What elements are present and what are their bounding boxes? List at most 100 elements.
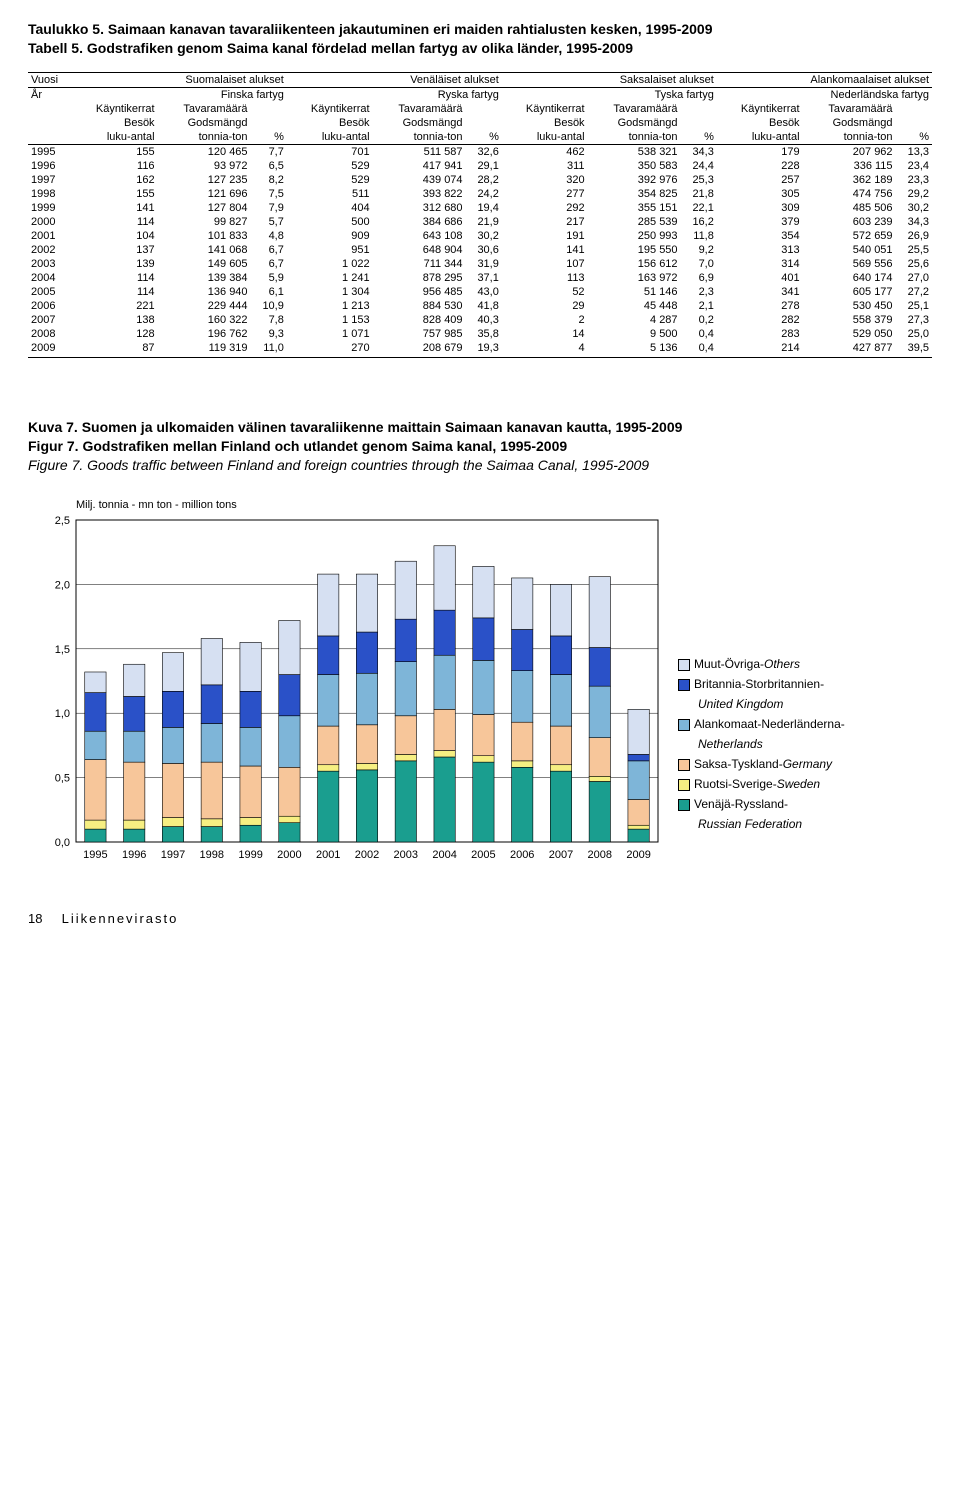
data-cell: 19,3 [466, 341, 502, 358]
data-cell: 40,3 [466, 313, 502, 327]
table-row: 2005114136 9406,11 304956 48543,05251 14… [28, 285, 932, 299]
y-tick-label: 1,0 [55, 709, 70, 721]
data-cell: 354 [717, 229, 803, 243]
data-cell: 309 [717, 201, 803, 215]
bar-segment [162, 764, 183, 818]
data-cell: 25,0 [896, 327, 932, 341]
data-cell: 0,2 [681, 313, 717, 327]
table-row: 1995155120 4657,7701511 58732,6462538 32… [28, 144, 932, 159]
figure-title-block: Kuva 7. Suomen ja ulkomaiden välinen tav… [28, 418, 932, 475]
x-tick-label: 2001 [316, 849, 340, 861]
data-cell: 4,8 [251, 229, 287, 243]
data-cell: 16,2 [681, 215, 717, 229]
bar-segment [85, 732, 106, 760]
data-cell: 257 [717, 173, 803, 187]
legend-item-sub: Netherlands [678, 735, 888, 753]
data-cell: 141 [72, 201, 158, 215]
data-cell: 208 679 [373, 341, 466, 358]
year-cell: 2002 [28, 243, 72, 257]
bar-segment [473, 715, 494, 756]
data-cell: 9,2 [681, 243, 717, 257]
data-cell: 25,6 [896, 257, 932, 271]
data-cell: 355 151 [588, 201, 681, 215]
bar-segment [589, 577, 610, 648]
year-cell: 2006 [28, 299, 72, 313]
bar-segment [356, 764, 377, 770]
data-cell: 120 465 [158, 144, 251, 159]
data-cell: 384 686 [373, 215, 466, 229]
data-cell: 24,4 [681, 159, 717, 173]
data-cell: 23,3 [896, 173, 932, 187]
data-cell: 119 319 [158, 341, 251, 358]
group-3-b: Nederländska fartyg [717, 87, 932, 102]
bar-segment [162, 818, 183, 827]
table-title-2: Tabell 5. Godstrafiken genom Saima kanal… [28, 39, 932, 58]
data-cell: 28,2 [466, 173, 502, 187]
data-cell: 27,2 [896, 285, 932, 299]
data-cell: 5 136 [588, 341, 681, 358]
bar-segment [201, 639, 222, 685]
year-cell: 2001 [28, 229, 72, 243]
bar-segment [201, 819, 222, 827]
footer-brand: Liikennevirasto [62, 911, 179, 926]
bar-segment [279, 675, 300, 716]
data-cell: 41,8 [466, 299, 502, 313]
bar-segment [512, 768, 533, 843]
data-cell: 393 822 [373, 187, 466, 201]
data-cell: 538 321 [588, 144, 681, 159]
data-cell: 643 108 [373, 229, 466, 243]
page-number: 18 [28, 911, 58, 926]
unit-b-2: tonnia-ton [588, 130, 681, 145]
data-cell: 648 904 [373, 243, 466, 257]
data-cell: 285 539 [588, 215, 681, 229]
data-cell: 0,4 [681, 327, 717, 341]
data-cell: 8,2 [251, 173, 287, 187]
header-row-groups-a: Vuosi Suomalaiset alukset Venäläiset alu… [28, 72, 932, 87]
bar-segment [240, 818, 261, 826]
bar-segment [85, 760, 106, 821]
data-cell: 1 241 [287, 271, 373, 285]
table-row: 2002137141 0686,7951648 90430,6141195 55… [28, 243, 932, 257]
data-cell: 19,4 [466, 201, 502, 215]
data-cell: 6,9 [681, 271, 717, 285]
data-cell: 392 976 [588, 173, 681, 187]
data-cell: 29,1 [466, 159, 502, 173]
chart-box: Milj. tonnia - mn ton - million tons0,00… [28, 492, 668, 875]
data-cell: 278 [717, 299, 803, 313]
bar-segment [434, 656, 455, 710]
bar-segment [628, 710, 649, 755]
figure-title-3: Figure 7. Goods traffic between Finland … [28, 456, 932, 475]
sub-c-2: Besök [502, 116, 588, 130]
data-cell: 160 322 [158, 313, 251, 327]
bar-segment [628, 800, 649, 826]
data-cell: 113 [502, 271, 588, 285]
group-2-b: Tyska fartyg [502, 87, 717, 102]
data-cell: 25,5 [896, 243, 932, 257]
data-cell: 104 [72, 229, 158, 243]
x-tick-label: 2005 [471, 849, 495, 861]
data-cell: 29 [502, 299, 588, 313]
bar-segment [434, 611, 455, 656]
bar-segment [124, 821, 145, 830]
data-cell: 350 583 [588, 159, 681, 173]
data-cell: 137 [72, 243, 158, 257]
data-cell: 30,2 [896, 201, 932, 215]
data-cell: 34,3 [896, 215, 932, 229]
legend-swatch [678, 679, 690, 691]
sub-c-0: Besök [72, 116, 158, 130]
data-cell: 6,1 [251, 285, 287, 299]
data-cell: 427 877 [803, 341, 896, 358]
x-tick-label: 1997 [161, 849, 185, 861]
data-cell: 277 [502, 187, 588, 201]
data-cell: 956 485 [373, 285, 466, 299]
bar-segment [318, 675, 339, 727]
legend-item: Muut-Övriga-Others [678, 655, 888, 673]
bar-segment [395, 562, 416, 620]
year-cell: 2005 [28, 285, 72, 299]
bar-segment [434, 546, 455, 610]
data-cell: 1 213 [287, 299, 373, 313]
bar-segment [356, 674, 377, 726]
bar-segment [356, 725, 377, 764]
data-cell: 127 804 [158, 201, 251, 215]
data-cell: 462 [502, 144, 588, 159]
